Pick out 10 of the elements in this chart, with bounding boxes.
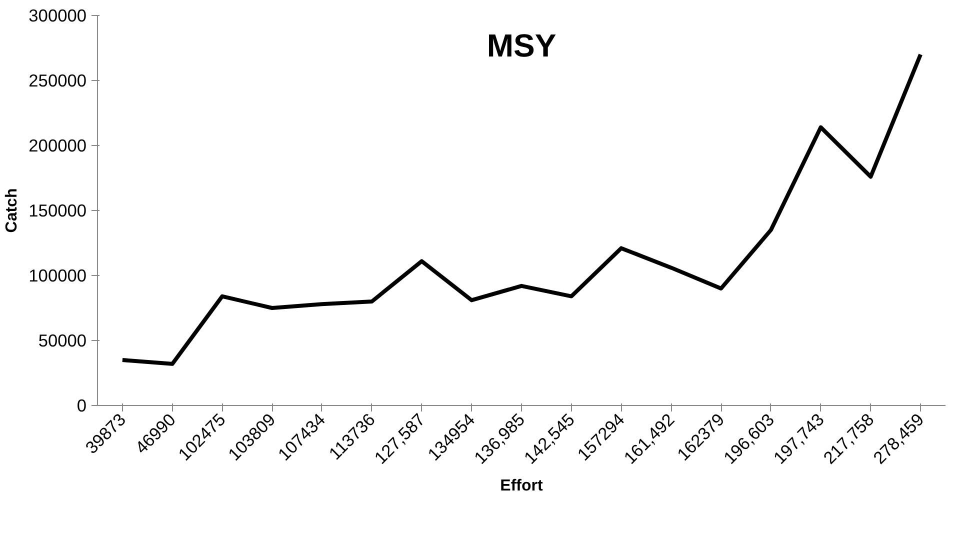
y-tick-label: 250000 bbox=[28, 70, 87, 90]
x-axis-title: Effort bbox=[500, 477, 544, 494]
y-tick-label: 50000 bbox=[38, 330, 86, 350]
y-tick-label: 200000 bbox=[28, 136, 87, 156]
y-tick-label: 100000 bbox=[28, 266, 87, 286]
y-tick-label: 0 bbox=[76, 396, 87, 416]
chart-title: MSY bbox=[486, 28, 556, 64]
y-tick-label: 300000 bbox=[28, 6, 87, 26]
y-axis-title: Catch bbox=[4, 188, 21, 233]
y-tick-label: 150000 bbox=[28, 200, 87, 220]
